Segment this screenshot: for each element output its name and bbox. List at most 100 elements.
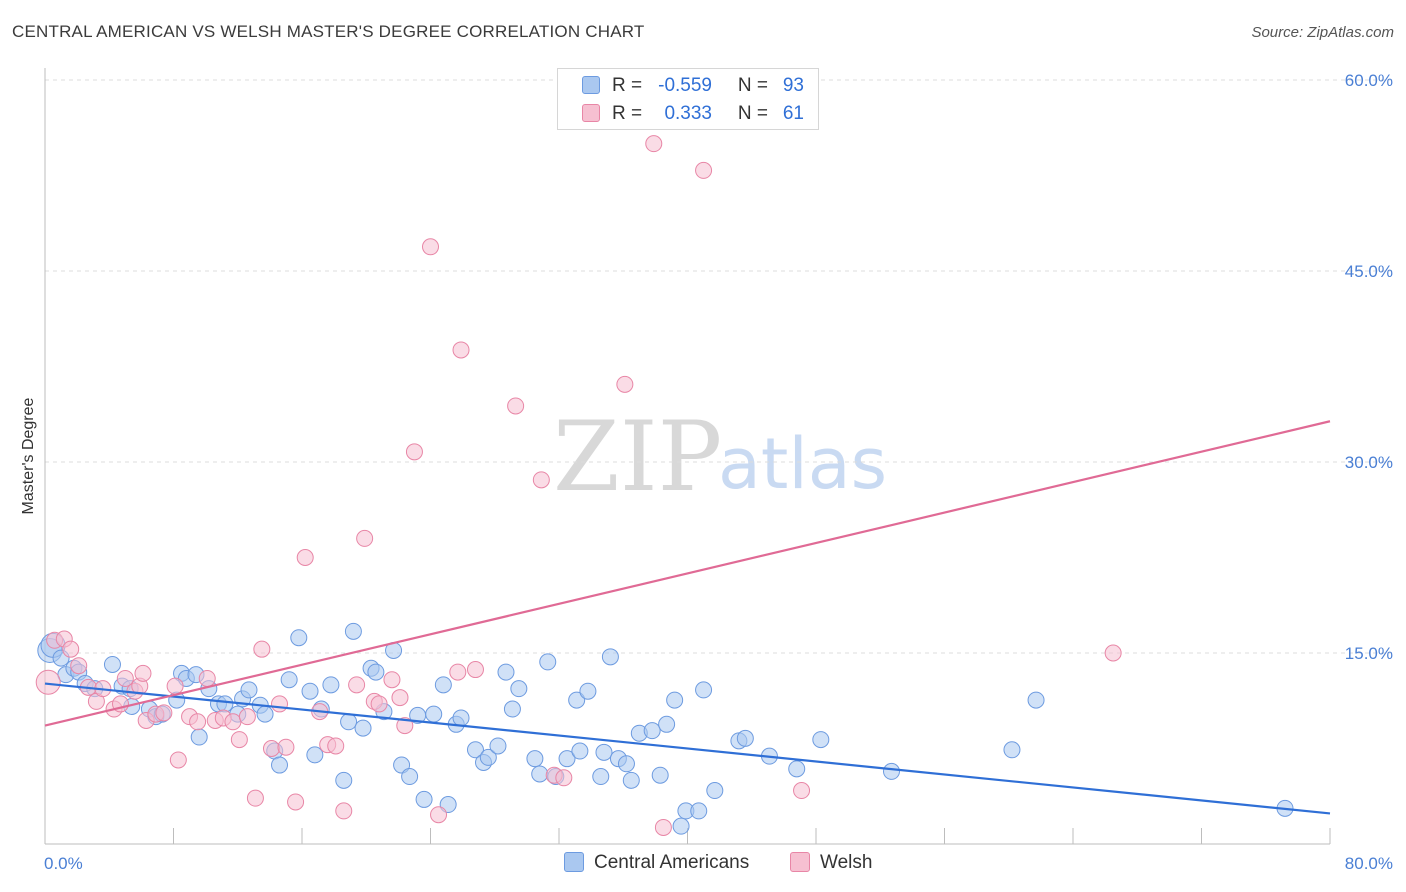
legend-n-value: 61 — [782, 103, 804, 124]
data-point — [601, 648, 619, 666]
legend-r-value: -0.559 — [658, 75, 712, 96]
data-point — [370, 695, 388, 713]
data-point — [367, 663, 385, 681]
data-point — [415, 790, 433, 808]
data-point — [622, 771, 640, 789]
data-point — [348, 676, 366, 694]
data-point — [503, 700, 521, 718]
y-tick-label: 15.0% — [1345, 644, 1393, 663]
watermark-zip: ZIP — [553, 401, 722, 513]
data-point — [271, 756, 289, 774]
data-point — [616, 375, 634, 393]
x-axis-ticks — [173, 828, 1331, 844]
data-point — [280, 671, 298, 689]
data-point — [190, 728, 208, 746]
data-point — [466, 741, 484, 759]
data-point — [595, 743, 613, 761]
data-point — [489, 737, 507, 755]
legend-n-value: 93 — [782, 75, 804, 96]
data-point — [35, 669, 61, 695]
data-point — [555, 769, 573, 787]
data-point — [224, 713, 242, 731]
data-point — [344, 622, 362, 640]
trend-line-welsh — [44, 420, 1331, 727]
data-point — [166, 677, 184, 695]
data-point — [531, 765, 549, 783]
data-point — [277, 738, 295, 756]
data-point — [335, 771, 353, 789]
data-point — [430, 806, 448, 824]
data-point — [262, 740, 280, 757]
data-point — [568, 691, 586, 709]
data-point — [695, 161, 713, 179]
data-point — [510, 680, 528, 698]
data-point — [695, 681, 713, 699]
legend-r-label: R = — [612, 75, 643, 96]
data-point — [882, 762, 900, 780]
data-point — [617, 755, 635, 773]
data-point — [812, 731, 830, 749]
legend-swatch-central-americans — [582, 76, 600, 94]
data-point — [579, 682, 597, 700]
data-point — [532, 471, 550, 489]
data-point — [643, 722, 661, 740]
data-point — [788, 760, 806, 778]
data-point — [396, 717, 414, 735]
data-point — [198, 669, 216, 687]
data-point — [571, 742, 589, 760]
chart-title: CENTRAL AMERICAN VS WELSH MASTER'S DEGRE… — [12, 22, 645, 41]
data-point — [246, 789, 264, 807]
x-tick-label: 0.0% — [44, 854, 83, 873]
legend-row-central-americans: R = -0.559 N = 93 — [582, 75, 804, 103]
data-point — [290, 629, 308, 647]
series-welsh — [35, 135, 1122, 836]
source-credit: Source: ZipAtlas.com — [1251, 24, 1394, 41]
data-point — [271, 695, 289, 713]
data-point — [189, 713, 207, 731]
data-point — [434, 676, 452, 694]
data-point — [425, 705, 443, 723]
watermark-atlas: atlas — [718, 423, 887, 505]
legend-r-value: 0.333 — [664, 103, 712, 124]
data-point — [287, 793, 305, 811]
data-point — [256, 705, 274, 723]
data-point — [706, 782, 724, 800]
data-point — [322, 676, 340, 694]
y-axis-label: Master's Degree — [20, 397, 37, 514]
data-point — [356, 529, 374, 547]
data-point — [116, 669, 134, 687]
data-point — [306, 746, 324, 764]
data-point — [736, 729, 754, 747]
bottom-legend-swatch-welsh — [790, 852, 810, 872]
y-axis-tick-labels: 15.0% 30.0% 45.0% 60.0% — [1345, 71, 1393, 663]
stats-legend: R = -0.559 N = 93 R = 0.333 N = 61 — [557, 68, 819, 130]
data-point — [526, 750, 544, 768]
data-point — [354, 719, 372, 737]
data-point — [1027, 691, 1045, 709]
data-point — [558, 750, 576, 768]
data-point — [592, 768, 610, 786]
watermark: ZIP atlas — [553, 401, 887, 513]
data-point — [452, 341, 470, 359]
data-point — [391, 689, 409, 707]
trend-lines — [44, 420, 1331, 815]
data-point — [666, 691, 684, 709]
data-point — [1003, 741, 1021, 759]
x-axis-tick-labels: 0.0% 80.0% — [44, 854, 1393, 873]
data-point — [497, 663, 515, 681]
data-point — [70, 657, 88, 675]
data-point — [690, 802, 708, 820]
data-point — [238, 708, 256, 726]
legend-swatch-welsh — [582, 104, 600, 122]
legend-row-welsh: R = 0.333 N = 61 — [582, 103, 804, 131]
data-point — [405, 443, 423, 461]
data-point — [253, 640, 271, 658]
data-point — [479, 748, 497, 766]
data-point — [155, 704, 173, 722]
bottom-legend-swatch-central-americans — [564, 852, 584, 872]
data-point — [539, 653, 557, 671]
x-tick-label: 80.0% — [1345, 854, 1393, 873]
data-point — [401, 768, 419, 786]
legend-n-label: N = — [737, 103, 768, 124]
